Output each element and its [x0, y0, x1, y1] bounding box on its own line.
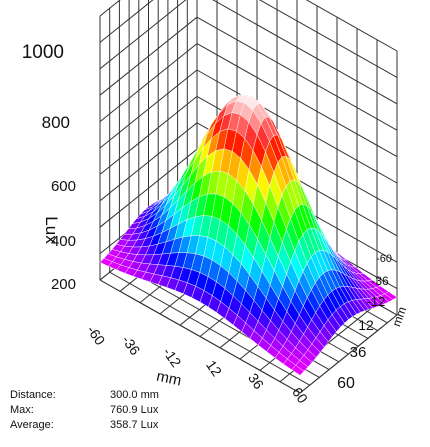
y-tick-label: 36: [350, 344, 367, 361]
x-tick-label: 36: [245, 370, 267, 392]
axis-edge: [99, 279, 301, 394]
y-tick-label: 60: [337, 375, 355, 392]
grid-line: [99, 148, 198, 228]
x-tick-label: -36: [119, 332, 144, 358]
z-tick-label: 600: [51, 178, 76, 195]
grid-line: [196, 43, 398, 158]
stat-row-distance: Distance: 300.0 mm: [10, 388, 159, 403]
surface-mesh: [99, 94, 398, 376]
grid-line: [99, 0, 187, 70]
stat-label: Average:: [10, 419, 54, 431]
stat-value: 760.9 Lux: [110, 404, 159, 416]
x-tick-label: 60: [289, 384, 311, 406]
axis-box-front: [99, 279, 398, 394]
axis-edge: [299, 314, 398, 394]
stat-row-max: Max: 760.9 Lux: [10, 403, 159, 418]
z-tick-label: 200: [51, 276, 76, 293]
stat-label: Max:: [10, 404, 34, 416]
grid-line: [196, 16, 398, 131]
grid-line: [305, 0, 398, 52]
z-tick-label: 800: [42, 113, 70, 132]
grid-line: [212, 0, 398, 105]
grid-line: [99, 69, 198, 149]
grid-line: [196, 69, 398, 184]
grid-line: [99, 0, 154, 43]
grid-line: [99, 96, 198, 175]
stat-value: 358.7 Lux: [110, 419, 159, 431]
z-tick-label: 1000: [22, 42, 64, 63]
x-tick-label: 12: [203, 357, 225, 379]
surface-cell: [291, 364, 305, 376]
y-axis-ticks: -60 -36 -12 12 36 60: [337, 253, 392, 392]
grid-line: [99, 43, 198, 122]
x-axis-label: mm: [155, 368, 183, 390]
grid-line: [99, 122, 198, 202]
y-tick-label: -60: [376, 253, 392, 265]
grid-line: [258, 0, 398, 78]
stat-value: 300.0 mm: [110, 389, 159, 401]
x-tick-label: -12: [160, 344, 185, 370]
stat-label: Distance:: [10, 389, 56, 401]
y-tick-label: -12: [367, 294, 386, 309]
y-tick-label: 12: [358, 317, 374, 333]
z-axis-ticks: 200 400 600 800 1000: [22, 42, 76, 293]
stat-row-average: Average: 358.7 Lux: [10, 418, 159, 433]
stats-panel: Distance: 300.0 mm Max: 760.9 Lux Averag…: [10, 388, 159, 433]
y-tick-label: -36: [371, 274, 389, 288]
z-axis-label: Lux: [42, 216, 61, 244]
grid-line: [99, 16, 198, 96]
y-axis-label: mm: [389, 305, 409, 329]
grid-line: [99, 0, 121, 17]
z-tick-label: 400: [51, 233, 76, 250]
x-tick-label: -60: [84, 322, 109, 348]
